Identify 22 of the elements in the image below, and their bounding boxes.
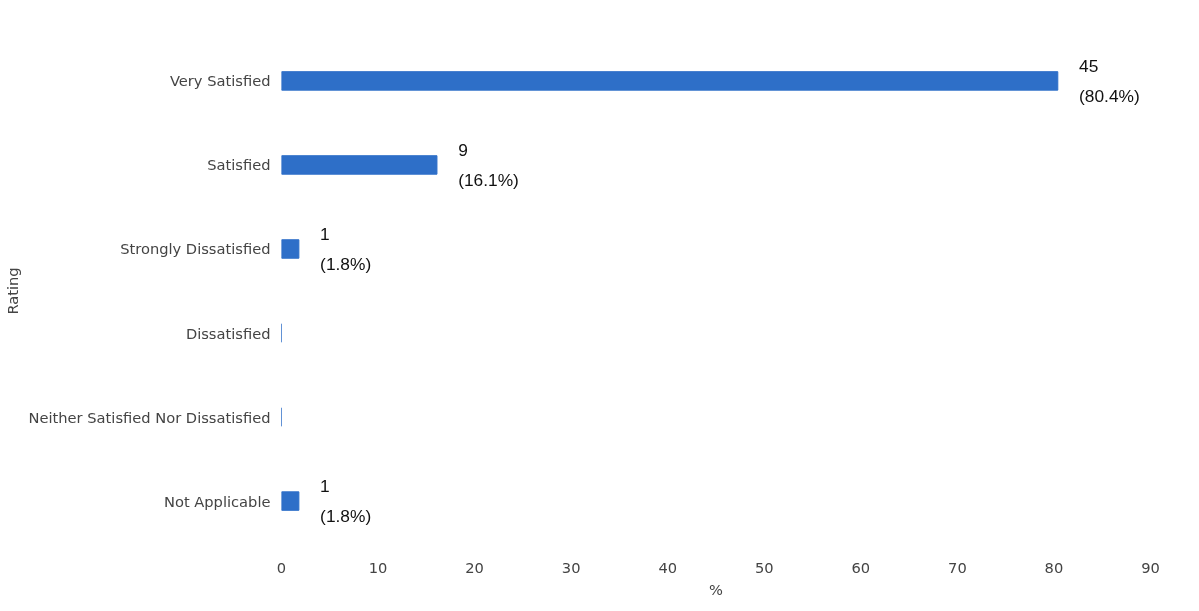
x-tick-label: 0	[276, 558, 287, 576]
y-tick-label: Dissatisfied	[185, 324, 271, 342]
x-tick-label: 30	[561, 558, 581, 576]
x-tick-label: 90	[1141, 558, 1160, 576]
x-tick-label: 70	[948, 558, 967, 576]
x-tick-label: 60	[851, 558, 871, 576]
data-label: 45 (80.4%)	[1079, 55, 1140, 106]
y-tick-label: Strongly Dissatisfied	[120, 240, 271, 258]
x-tick-label: 50	[754, 558, 774, 576]
y-axis-title: Rating	[3, 267, 21, 315]
data-label: 9 (16.1%)	[458, 139, 519, 190]
y-tick-label: Neither Satisfied Nor Dissatisfied	[28, 408, 271, 426]
x-tick-label: 80	[1044, 558, 1064, 576]
y-tick-label: Satisfied	[207, 156, 271, 174]
x-tick-label: 10	[368, 558, 388, 576]
data-label: 1 (1.8%)	[320, 223, 372, 274]
x-tick-label: 40	[658, 558, 678, 576]
y-tick-label: Very Satisfied	[169, 72, 271, 90]
x-axis-title: %	[709, 580, 724, 598]
y-tick-label: Not Applicable	[163, 492, 271, 510]
data-label: 1 (1.8%)	[320, 476, 372, 527]
x-tick-label: 20	[465, 558, 484, 576]
